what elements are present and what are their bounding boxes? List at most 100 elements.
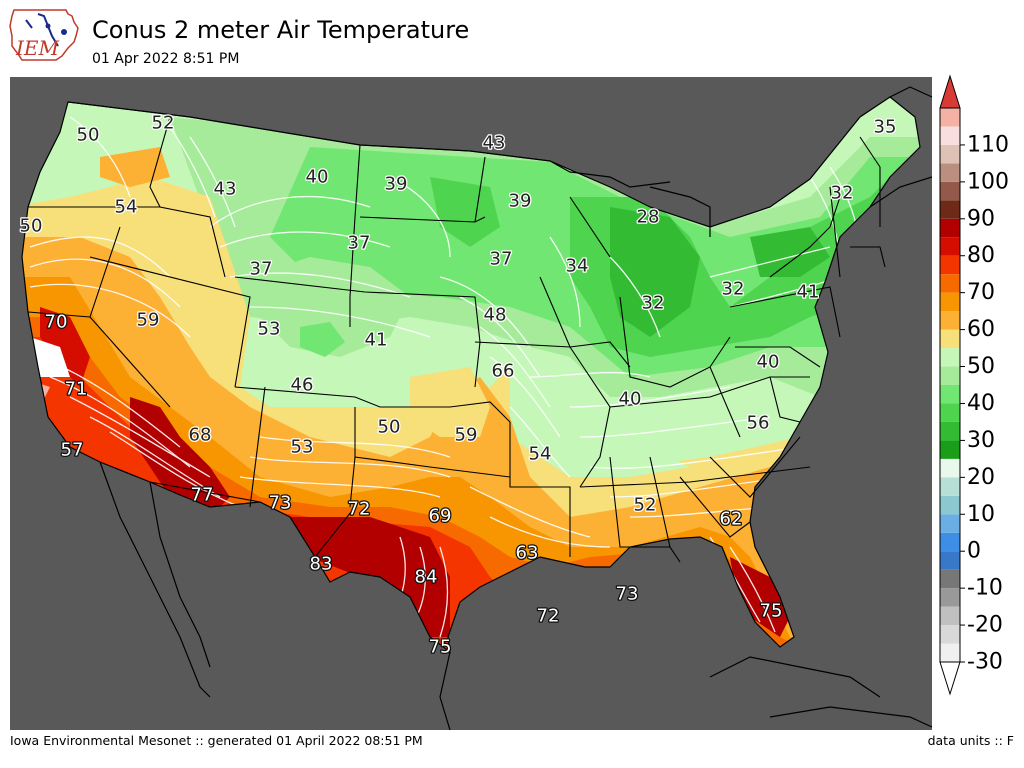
colorbar-tick-label: 100 <box>967 169 1009 194</box>
station-value-label: 50 <box>20 216 43 237</box>
colorbar-bin <box>940 403 960 422</box>
station-value-label: 71 <box>65 379 88 400</box>
colorbar-ticks: -30 -20 -10 0 10 20 30 40 50 60 70 80 90 100 110 <box>960 132 1009 675</box>
colorbar-tick-label: 80 <box>967 243 995 268</box>
station-value-label: 68 <box>189 425 212 446</box>
station-value-label: 37 <box>490 249 513 270</box>
station-value-label: 70 <box>45 312 68 333</box>
colorbar-tick-label: 110 <box>967 132 1009 157</box>
colorbar-bin <box>940 329 960 349</box>
colorbar-bin <box>940 606 960 626</box>
colorbar-tick-label: 20 <box>967 465 995 490</box>
colorbar-frame <box>939 107 961 663</box>
station-value-label: 50 <box>378 417 401 438</box>
station-value-label: 72 <box>537 606 560 627</box>
station-value-label: 77 <box>191 485 214 506</box>
colorbar-bin <box>940 514 960 533</box>
footer-credit: Iowa Environmental Mesonet :: generated … <box>10 733 423 748</box>
colorbar-tick-label: 40 <box>967 391 995 416</box>
colorbar-bin <box>940 495 960 515</box>
station-value-label: 50 <box>77 125 100 146</box>
colorbar-bin <box>940 440 960 459</box>
station-value-label: 52 <box>634 495 657 516</box>
station-value-label: 53 <box>291 437 314 458</box>
station-value-label: 40 <box>306 167 329 188</box>
colorbar-bin <box>940 144 960 164</box>
colorbar-tick-label: -20 <box>967 613 1003 638</box>
colorbar-bin <box>940 385 960 404</box>
colorbar-bin <box>940 311 960 330</box>
colorbar-bin <box>940 292 960 312</box>
station-value-label: 66 <box>492 361 515 382</box>
station-value-label: 28 <box>637 207 660 228</box>
map-title: Conus 2 meter Air Temperature <box>92 16 470 44</box>
colorbar-tick-label: 90 <box>967 206 995 231</box>
colorbar-tick-label: 30 <box>967 428 995 453</box>
station-value-label: 73 <box>269 493 292 514</box>
logo-text: IEM <box>15 36 60 60</box>
station-value-label: 72 <box>348 499 371 520</box>
station-value-label: 41 <box>365 330 388 351</box>
station-value-label: 83 <box>310 554 333 575</box>
station-value-labels: 50 52 43 40 39 43 39 35 50 54 37 37 37 34 28 32 70 59 53 41… <box>18 111 897 659</box>
colorbar-bin <box>940 126 960 145</box>
colorbar-bin <box>940 421 960 441</box>
station-value-label: 75 <box>760 601 783 622</box>
colorbar-tick-label: 70 <box>967 280 995 305</box>
temperature-colorbar: -30 -20 -10 0 10 20 30 40 50 60 70 80 90 100 110 <box>936 72 1024 698</box>
colorbar-bin <box>940 551 960 570</box>
station-value-label: 32 <box>722 279 745 300</box>
colorbar-bin <box>940 643 960 662</box>
station-value-label: 84 <box>415 567 438 588</box>
station-value-label: 69 <box>429 506 452 527</box>
colorbar-over-triangle <box>939 74 961 109</box>
colorbar-bin <box>940 569 960 589</box>
station-value-label: 37 <box>250 259 273 280</box>
colorbar-bin <box>940 588 960 607</box>
footer-units: data units :: F <box>927 733 1014 748</box>
colorbar-bin <box>940 181 960 201</box>
colorbar-bin <box>940 348 960 367</box>
colorbar-bin <box>940 108 960 127</box>
station-value-label: 40 <box>619 389 642 410</box>
station-value-label: 34 <box>566 256 589 277</box>
station-value-label: 52 <box>152 113 175 134</box>
colorbar-bin <box>940 366 960 385</box>
colorbar-bin <box>940 237 960 256</box>
coastlines <box>21 86 933 731</box>
station-value-label: 54 <box>115 197 138 218</box>
station-value-label: 57 <box>61 440 84 461</box>
colorbar-bin <box>940 532 960 552</box>
station-value-label: 41 <box>797 282 820 303</box>
colorbar-tick-label: 10 <box>967 502 995 527</box>
colorbar-tick-label: -30 <box>967 650 1003 675</box>
station-value-label: 37 <box>348 233 371 254</box>
colorbar-bin <box>940 255 960 275</box>
station-value-label: 54 <box>529 444 552 465</box>
colorbar-bins <box>940 108 960 662</box>
station-value-label: 43 <box>214 179 237 200</box>
colorbar-bin <box>940 200 960 219</box>
colorbar-bin <box>940 458 960 478</box>
colorbar-bin <box>940 625 960 644</box>
station-value-label: 56 <box>747 413 770 434</box>
station-value-label: 35 <box>874 117 897 138</box>
station-value-label: 59 <box>455 425 478 446</box>
station-value-label: 40 <box>757 352 780 373</box>
station-value-label: 63 <box>516 543 539 564</box>
colorbar-bin <box>940 477 960 496</box>
iem-logo: IEM <box>8 6 84 64</box>
station-value-label: 32 <box>642 293 665 314</box>
temperature-map: 50 52 43 40 39 43 39 35 50 54 37 37 37 34 28 32 70 59 53 41… <box>10 77 933 731</box>
station-value-label: 48 <box>484 305 507 326</box>
colorbar-tick-label: 50 <box>967 354 995 379</box>
station-value-label: 75 <box>429 637 452 658</box>
station-value-label: 59 <box>137 310 160 331</box>
station-value-label: 46 <box>291 375 314 396</box>
station-value-label: 32 <box>831 183 854 204</box>
station-value-label: 43 <box>483 133 506 154</box>
station-value-label: 53 <box>258 319 281 340</box>
colorbar-tick-label: -10 <box>967 576 1003 601</box>
station-value-label: 39 <box>509 191 532 212</box>
map-timestamp: 01 Apr 2022 8:51 PM <box>92 51 240 67</box>
